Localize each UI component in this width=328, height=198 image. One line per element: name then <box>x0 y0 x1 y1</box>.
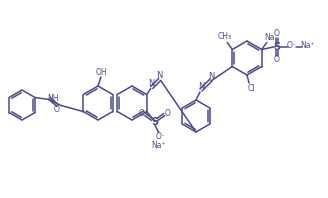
Text: Cl: Cl <box>247 84 255 92</box>
Text: Na⁺: Na⁺ <box>152 141 166 150</box>
Text: N: N <box>149 79 155 88</box>
Text: S: S <box>151 116 158 127</box>
Text: Na: Na <box>264 33 275 42</box>
Text: O: O <box>274 55 280 64</box>
Text: N: N <box>156 71 163 80</box>
Text: N: N <box>198 82 204 90</box>
Text: O: O <box>54 105 60 114</box>
Text: O⁻: O⁻ <box>287 41 297 50</box>
Text: NH: NH <box>47 94 59 103</box>
Text: OH: OH <box>95 68 107 76</box>
Text: O: O <box>274 29 280 38</box>
Text: N: N <box>208 71 214 81</box>
Text: S: S <box>273 42 280 51</box>
Text: Na⁺: Na⁺ <box>300 41 315 50</box>
Text: O⁻: O⁻ <box>156 132 166 141</box>
Text: O: O <box>139 109 145 118</box>
Text: CH₃: CH₃ <box>217 32 231 41</box>
Text: O: O <box>165 109 171 118</box>
